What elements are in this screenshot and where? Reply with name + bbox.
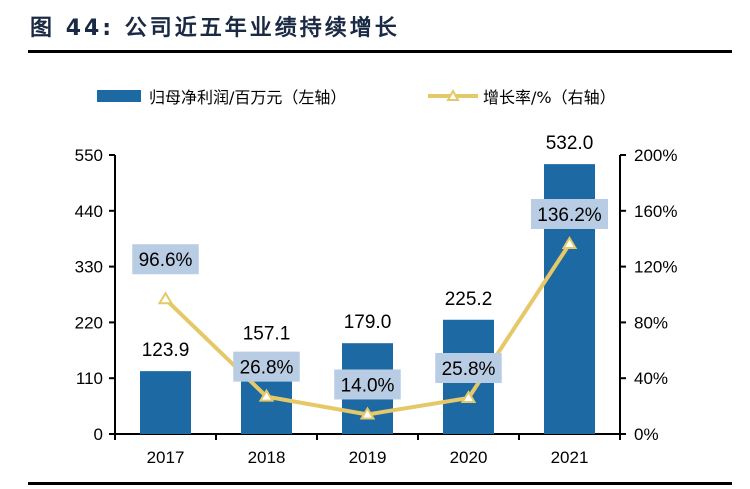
x-axis-tick-label: 2017 xyxy=(147,448,185,467)
legend-bar-swatch xyxy=(97,90,141,102)
left-axis-tick-label: 0 xyxy=(94,425,103,444)
bottom-rule xyxy=(28,482,732,485)
triangle-marker xyxy=(561,236,578,250)
left-axis-tick-label: 330 xyxy=(75,258,103,277)
right-axis-tick-label: 0% xyxy=(634,425,659,444)
triangle-marker xyxy=(258,388,275,402)
bar-value-label: 157.1 xyxy=(243,323,291,344)
left-axis-tick-label: 550 xyxy=(75,146,103,165)
bar-data-labels: 123.9 157.1 179.0 225.2 532.0 xyxy=(142,133,594,361)
line-value-label: 26.8% xyxy=(240,358,294,379)
right-axis-tick-label: 120% xyxy=(634,258,677,277)
line-label-box xyxy=(435,353,502,384)
line-label-box xyxy=(233,351,300,382)
x-axis-tick-label: 2018 xyxy=(248,448,286,467)
right-axis-tick-label: 80% xyxy=(634,313,668,332)
triangle-marker xyxy=(359,406,376,420)
figure-number: 44: xyxy=(65,16,115,41)
right-axis-tick-label: 40% xyxy=(634,369,668,388)
legend-bar-label: 归母净利润/百万元（左轴） xyxy=(149,88,346,107)
title-rule xyxy=(28,50,732,53)
legend: 归母净利润/百万元（左轴） 增长率/%（右轴） xyxy=(97,88,616,107)
right-axis-tick-label: 200% xyxy=(634,146,677,165)
left-axis-tick-label: 220 xyxy=(75,313,103,332)
triangle-marker xyxy=(157,291,174,305)
figure-title-text: 公司近五年业绩持续增长 xyxy=(124,16,400,41)
x-axis-tick-label: 2021 xyxy=(551,448,589,467)
bar-value-label: 123.9 xyxy=(142,340,190,361)
line-label-box xyxy=(531,199,608,230)
triangle-marker xyxy=(460,390,477,404)
bar-value-label: 225.2 xyxy=(445,289,493,310)
line-label-box xyxy=(334,369,401,400)
x-axis-tick-label: 2019 xyxy=(349,448,387,467)
legend-triangle-marker-icon xyxy=(446,88,460,101)
line-value-label: 25.8% xyxy=(442,359,496,380)
line-label-box xyxy=(132,244,199,275)
left-axis-tick-label: 110 xyxy=(76,369,103,388)
x-axis-tick-label: 2020 xyxy=(450,448,488,467)
line-series xyxy=(157,236,578,420)
line-value-label: 96.6% xyxy=(139,250,193,271)
figure-prefix: 图 xyxy=(30,16,56,41)
axes: 0 110 220 330 440 550 0% 40% 80% 120% 160% 200% 2017… xyxy=(75,146,678,467)
legend-line-label: 增长率/%（右轴） xyxy=(483,88,616,107)
line-value-label: 136.2% xyxy=(537,205,602,226)
line-value-label: 14.0% xyxy=(341,375,395,396)
line-data-labels: 96.6% 26.8% 14.0% 25.8% 136.2% xyxy=(132,199,608,400)
figure-title: 图 44: 公司近五年业绩持续增长 xyxy=(30,10,400,42)
right-axis-tick-label: 160% xyxy=(634,202,677,221)
bar-value-label: 179.0 xyxy=(344,312,392,333)
bar-value-label: 532.0 xyxy=(546,133,594,154)
bar xyxy=(140,371,191,434)
left-axis-tick-label: 440 xyxy=(75,202,103,221)
